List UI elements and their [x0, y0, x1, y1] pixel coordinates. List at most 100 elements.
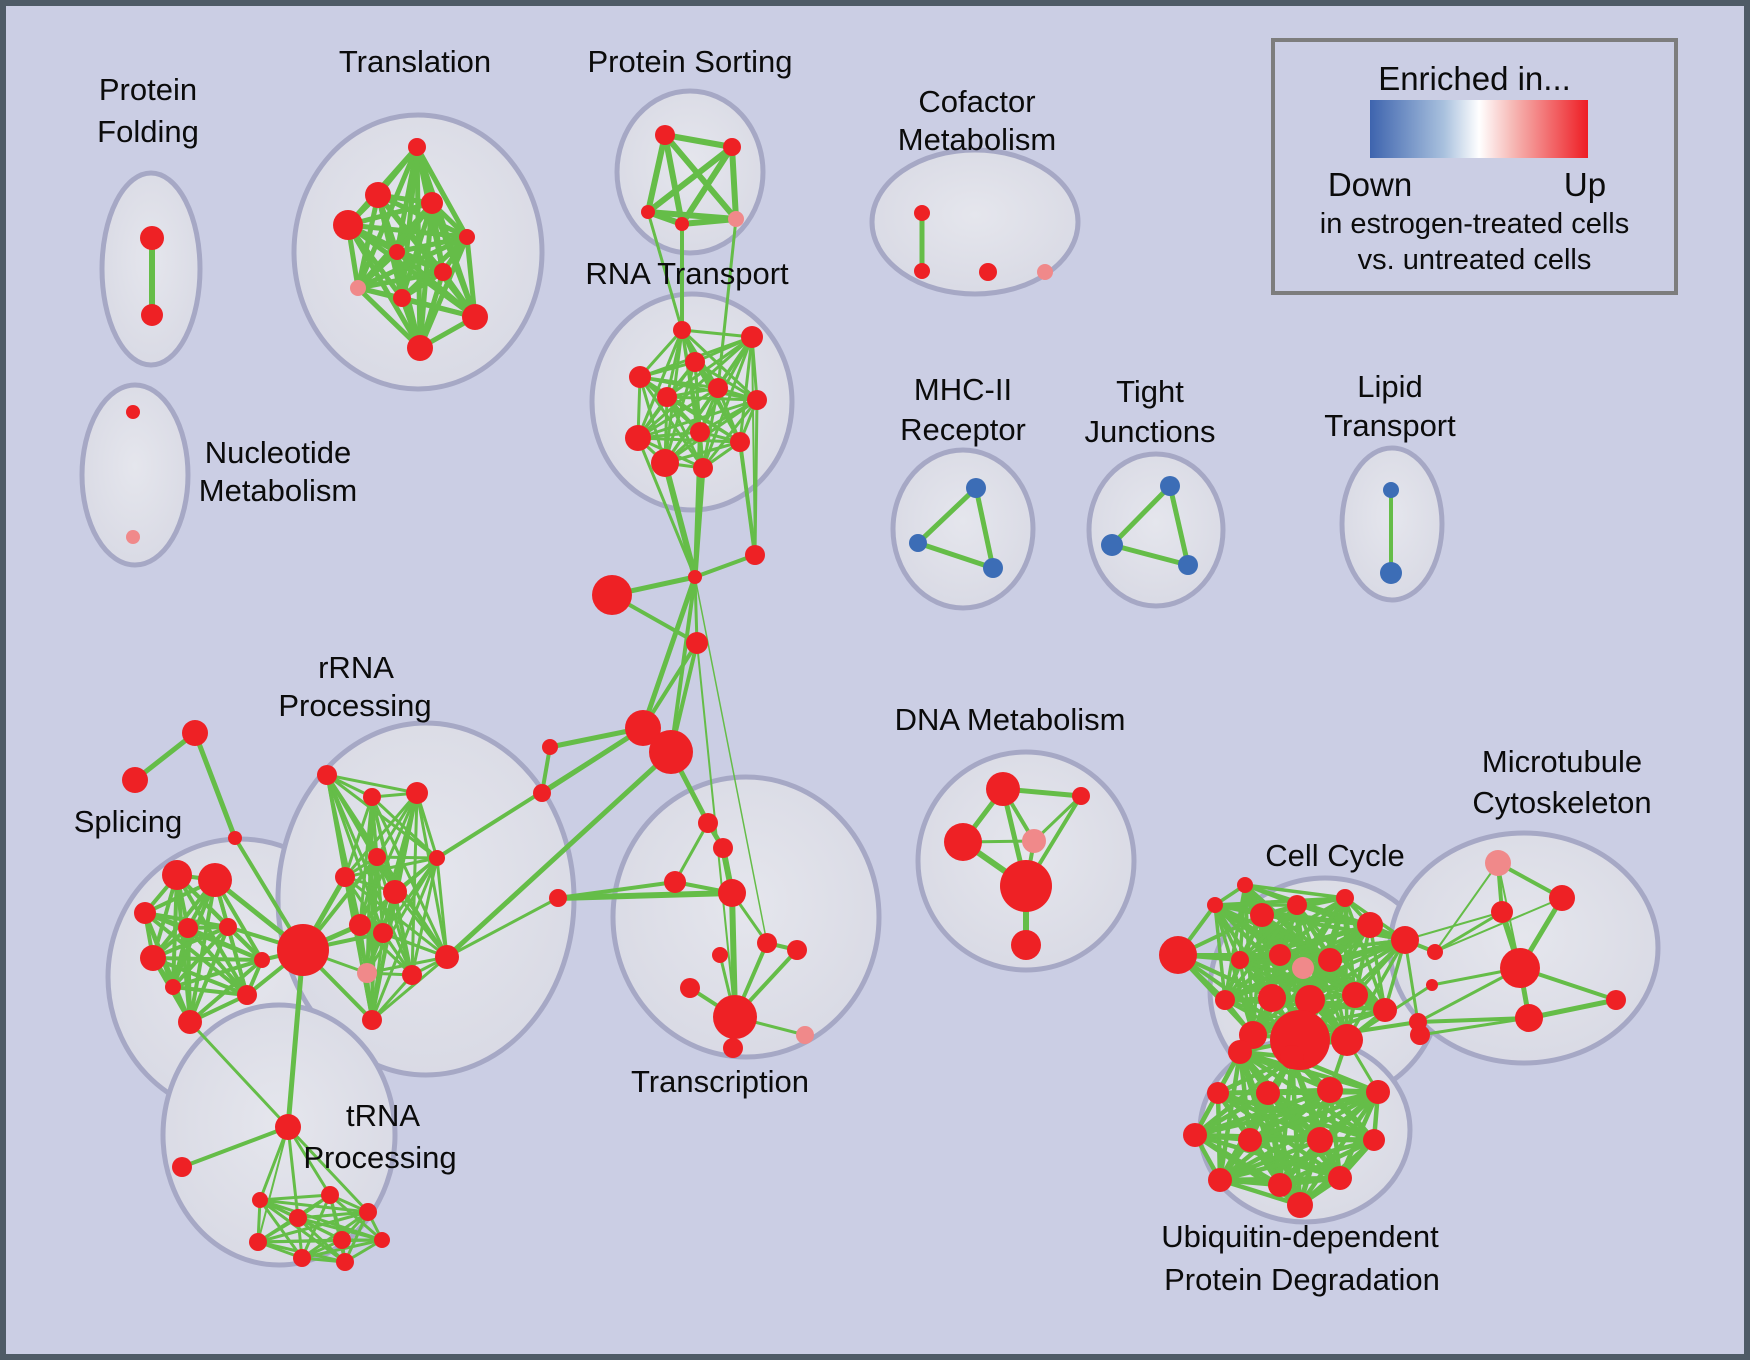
- gene-set-node-br2: [1409, 1013, 1427, 1031]
- gene-set-node-r5: [657, 387, 677, 407]
- graph-edge-s1-s3: [192, 730, 238, 841]
- gene-set-node-tr6: [336, 1253, 354, 1271]
- splicing-mesh-edge: [186, 926, 264, 962]
- legend-gradient-bar: [1370, 100, 1588, 158]
- gene-set-node-sp1: [198, 863, 232, 897]
- gene-set-node-cc11: [1292, 957, 1314, 979]
- gene-set-node-cf1: [914, 263, 930, 279]
- gene-set-node-cc8: [1231, 951, 1249, 969]
- gene-set-node-d4: [1000, 860, 1052, 912]
- gene-set-node-x9: [787, 940, 807, 960]
- gene-set-node-g: [542, 739, 558, 755]
- gene-set-node-m1: [909, 534, 927, 552]
- rrna-mesh-edge: [343, 791, 419, 879]
- gene-set-node-t9: [462, 304, 488, 330]
- ubiquitin-mesh-edge: [1217, 1137, 1323, 1183]
- gene-set-node-ub12: [1328, 1166, 1352, 1190]
- graph-nodes-layer: [122, 125, 1626, 1271]
- cluster-label: MHC-II: [914, 372, 1012, 407]
- gene-set-node-p4: [728, 211, 744, 227]
- cluster-label: Lipid: [1357, 369, 1423, 404]
- rrna-mesh-edge: [365, 856, 439, 975]
- gene-set-node-lp1: [1380, 562, 1402, 584]
- rrna-mesh-edge: [358, 855, 379, 927]
- graph-edge-r7-b: [636, 436, 697, 579]
- gene-set-node-ub10: [1208, 1168, 1232, 1192]
- graph-edge-b-x6: [694, 576, 768, 944]
- cluster-ellipse-mhc-ii-receptor: [890, 447, 1036, 611]
- gene-set-node-sp0: [162, 860, 192, 890]
- gene-set-node-rr1: [363, 788, 381, 806]
- graph-edge-m0-m1: [915, 485, 979, 546]
- gene-set-node-rr6: [349, 914, 371, 936]
- graph-edge-br0-mt0: [1434, 862, 1499, 953]
- gene-set-node-x3: [718, 879, 746, 907]
- cell-cycle-mesh-edge: [1278, 938, 1407, 957]
- gene-set-node-r6: [747, 390, 767, 410]
- splicing-mesh-edge: [151, 956, 264, 962]
- cluster-label: Metabolism: [898, 122, 1057, 157]
- graph-edge-th-tr4: [286, 1125, 370, 1214]
- ubiquitin-mesh-edge: [1217, 1177, 1303, 1208]
- legend-box: [1271, 38, 1678, 295]
- gene-set-node-e: [625, 710, 661, 746]
- graph-edge-r9-c: [738, 440, 757, 557]
- cluster-label: Protein Sorting: [587, 44, 792, 79]
- gene-set-node-ub13: [1287, 1192, 1313, 1218]
- gene-set-node-d3: [1022, 829, 1046, 853]
- gene-set-node-p2: [641, 205, 655, 219]
- gene-set-node-c: [745, 545, 765, 565]
- gene-set-node-f: [649, 730, 693, 774]
- cell-cycle-mesh-edge: [1238, 896, 1347, 962]
- graph-edge-br0-mt1: [1434, 897, 1563, 953]
- gene-set-node-sp9: [237, 985, 257, 1005]
- graph-edge-tj0-tj1: [1109, 483, 1173, 548]
- gene-set-node-sp3: [178, 918, 198, 938]
- gene-set-node-t8: [393, 289, 411, 307]
- gene-set-node-pf1: [141, 304, 163, 326]
- gene-set-node-cc14: [1295, 985, 1325, 1015]
- gene-set-node-rr11: [429, 850, 445, 866]
- gene-set-node-cc1: [1237, 877, 1253, 893]
- ubiquitin-mesh-edge: [1247, 1089, 1381, 1143]
- gene-set-node-t1: [365, 182, 391, 208]
- gene-set-node-t0: [408, 138, 426, 156]
- gene-set-node-rr9: [362, 1010, 382, 1030]
- gene-set-node-p0: [655, 125, 675, 145]
- rrna-mesh-edge: [325, 773, 419, 795]
- rrna-mesh-edge: [393, 890, 414, 977]
- cluster-label: Ubiquitin-dependent: [1161, 1219, 1439, 1254]
- cluster-label: Processing: [303, 1140, 456, 1175]
- gene-set-node-ub3: [1256, 1081, 1280, 1105]
- gene-set-node-t4: [459, 229, 475, 245]
- gene-set-node-ub6: [1183, 1123, 1207, 1147]
- gene-set-node-r8: [690, 422, 710, 442]
- translation-mesh-edge: [414, 144, 470, 240]
- gene-set-node-d5: [1011, 930, 1041, 960]
- rrna-mesh-edge: [370, 795, 449, 959]
- rrna-mesh-edge: [375, 855, 439, 860]
- ubiquitin-mesh-edge: [1192, 1132, 1343, 1181]
- gene-set-node-r3: [629, 366, 651, 388]
- trna-ring-mesh-edge: [343, 1210, 370, 1264]
- gene-set-node-ts: [172, 1157, 192, 1177]
- trna-ring-mesh-edge: [256, 1210, 370, 1244]
- gene-set-node-h: [533, 784, 551, 802]
- splicing-mesh-edge: [171, 958, 264, 989]
- ubiquitin-mesh-edge: [1192, 1089, 1381, 1138]
- gene-set-node-pf0: [140, 226, 164, 250]
- gene-set-node-m2: [983, 558, 1003, 578]
- gene-set-node-ub7: [1238, 1128, 1262, 1152]
- protein-sorting-mesh-edge: [662, 132, 735, 150]
- gene-set-node-d1: [1072, 787, 1090, 805]
- gene-set-node-tr5: [374, 1232, 390, 1248]
- cluster-label: Processing: [278, 688, 431, 723]
- gene-set-node-tr0: [321, 1186, 339, 1204]
- ubiquitin-mesh-edge: [1217, 1137, 1377, 1183]
- cell-cycle-mesh-edge: [1213, 896, 1347, 907]
- graph-edge-p2-r0: [646, 210, 684, 332]
- gene-set-node-cc7: [1391, 926, 1419, 954]
- graph-edge-b-e: [640, 574, 698, 731]
- graph-edge-sp8-th: [188, 1020, 290, 1129]
- protein-sorting-mesh-edge: [645, 132, 668, 215]
